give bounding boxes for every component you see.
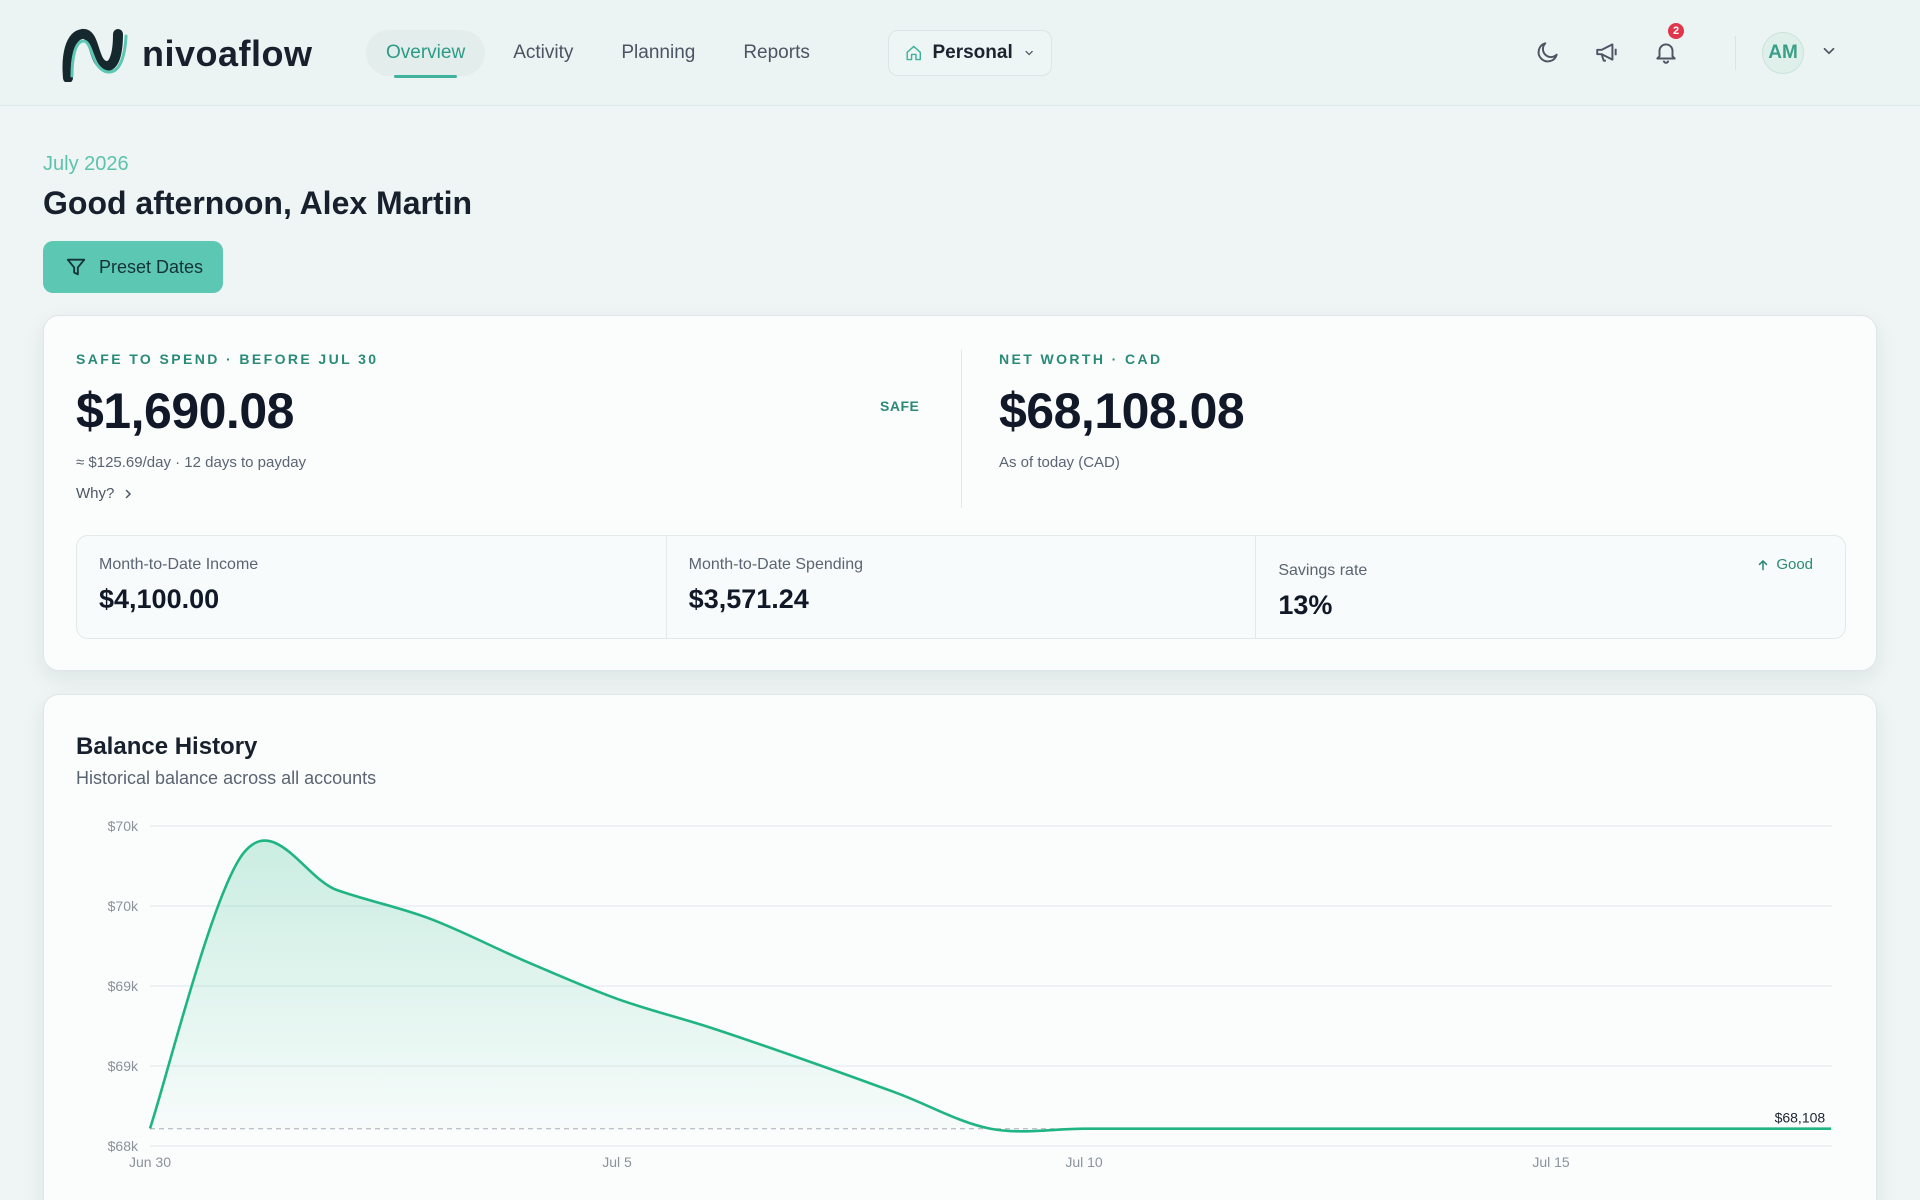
y-tick-label: $68k [108,1138,139,1154]
page-greeting: Good afternoon, Alex Martin [43,185,473,221]
balance-series-line [148,839,1832,1133]
brand-logo[interactable]: nivoaflow [62,26,313,82]
summary-card: SAFE TO SPEND · BEFORE JUL 30 $1,690.08 … [43,315,1877,671]
preset-dates-button[interactable]: Preset Dates [43,241,223,293]
notifications-button[interactable]: 2 [1650,23,1684,68]
preset-dates-label: Preset Dates [99,256,204,277]
safe-to-spend-amount: $1,690.08 [76,383,294,439]
announcements-button[interactable] [1591,36,1623,68]
chart-title: Balance History [76,733,258,760]
stat-mtd-income: Month-to-Date Income $4,100.00 [77,536,667,638]
savings-trend-label: Good [1776,556,1814,573]
nav-tab-reports[interactable]: Reports [743,42,810,63]
balance-history-card: Balance History Historical balance acros… [43,694,1877,1200]
y-tick-label: $70k [108,898,139,914]
notification-count-badge: 2 [1668,23,1684,39]
bell-icon [1656,43,1676,64]
x-tick-label: Jul 5 [602,1154,632,1170]
x-tick-label: Jun 30 [129,1154,171,1170]
balance-history-chart: $68k $69k $69k $70k $70k Jun 30 Jul 5 Jul 10 Jul… [108,818,1832,1170]
y-tick-label: $69k [108,1058,139,1074]
chevron-down-icon [1025,50,1033,56]
current-month: July 2026 [43,153,129,175]
nav-tab-activity[interactable]: Activity [513,42,574,63]
stat-value: 13% [1278,590,1333,620]
stat-value: $3,571.24 [688,584,809,614]
stat-label: Savings rate [1278,562,1368,579]
user-avatar[interactable]: AM [1762,32,1804,74]
theme-toggle-button[interactable] [1532,36,1564,68]
wave-n-logo-icon [62,29,128,82]
net-worth-detail: As of today (CAD) [999,454,1120,471]
x-tick-label: Jul 15 [1532,1154,1570,1170]
stat-value: $4,100.00 [99,584,220,614]
safe-to-spend-detail: ≈ $125.69/day · 12 days to payday [76,454,307,471]
nav-tab-overview[interactable]: Overview [366,30,486,78]
chevron-right-icon [126,489,132,498]
end-value-label: $68,108 [1775,1110,1826,1126]
brand-name: nivoaflow [142,33,313,74]
top-navigation-bar: nivoaflow Overview Activity Planning Rep… [0,0,1920,106]
why-link-label: Why? [76,485,115,502]
profile-select[interactable]: Personal [888,30,1052,76]
safe-to-spend-label: SAFE TO SPEND · BEFORE JUL 30 [76,351,379,367]
stat-label: Month-to-Date Income [99,556,259,573]
why-link[interactable]: Why? [76,485,134,502]
home-icon [906,45,922,61]
safe-status-badge: SAFE [880,398,920,414]
stat-label: Month-to-Date Spending [688,556,863,573]
chevron-down-icon[interactable] [1820,42,1838,60]
chart-subtitle: Historical balance across all accounts [76,768,377,788]
balance-area-fill [150,840,1832,1132]
stat-savings-rate: Savings rate 13% Good [1256,536,1845,638]
stat-mtd-spending: Month-to-Date Spending $3,571.24 [667,536,1257,638]
net-worth-label: NET WORTH · CAD [999,351,1163,367]
y-tick-label: $70k [108,818,139,834]
megaphone-icon [1596,43,1617,62]
savings-trend-badge: Good [1756,556,1813,573]
stats-row: Month-to-Date Income $4,100.00 Month-to-… [76,535,1846,639]
header-divider [1735,36,1736,70]
x-tick-label: Jul 10 [1065,1154,1103,1170]
y-tick-label: $69k [108,978,139,994]
profile-select-label: Personal [932,42,1013,63]
main-nav: Overview Activity Planning Reports [366,30,830,78]
arrow-up-icon [1759,559,1768,570]
nav-tab-planning[interactable]: Planning [621,42,696,63]
filter-icon [66,258,86,276]
moon-icon [1537,42,1558,63]
net-worth-amount: $68,108.08 [999,383,1245,439]
summary-divider [961,350,962,508]
